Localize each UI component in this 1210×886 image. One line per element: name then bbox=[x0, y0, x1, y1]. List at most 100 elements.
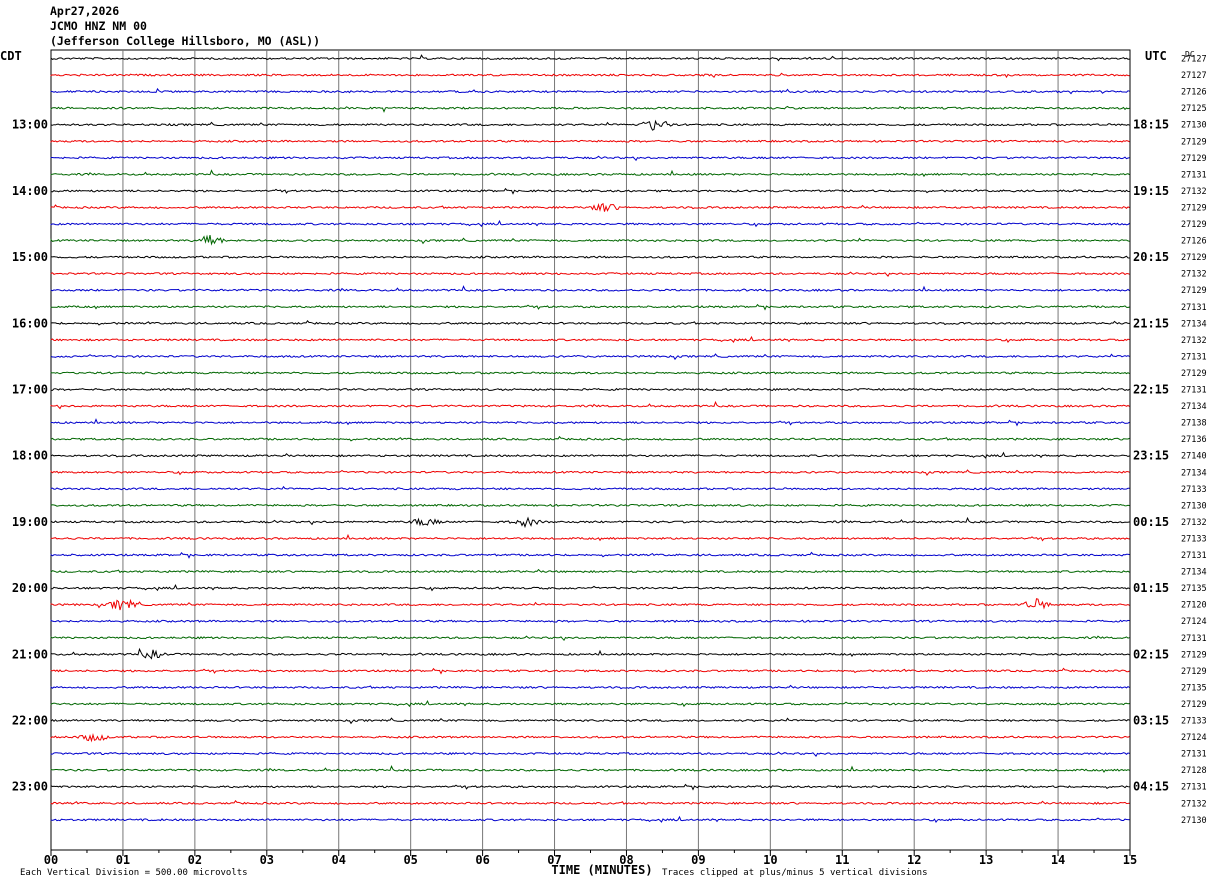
footer-clip-note: Traces clipped at plus/minus 5 vertical … bbox=[662, 868, 928, 878]
dc-offset-label: 27129 bbox=[1181, 137, 1207, 147]
dc-offset-label: 27127 bbox=[1181, 71, 1207, 81]
dc-column-label: DC bbox=[1185, 50, 1195, 59]
left-hour-label: 16:00 bbox=[12, 316, 48, 330]
right-hour-label: 19:15 bbox=[1133, 184, 1169, 198]
header-station: JCMO HNZ NM 00 bbox=[50, 19, 147, 33]
dc-offset-label: 27124 bbox=[1181, 733, 1207, 743]
dc-offset-label: 27128 bbox=[1181, 766, 1207, 776]
left-hour-label: 22:00 bbox=[12, 714, 48, 728]
trace-36 bbox=[50, 635, 1130, 642]
dc-offset-label: 27134 bbox=[1181, 402, 1207, 412]
dc-offset-label: 27131 bbox=[1181, 303, 1207, 313]
right-hour-label: 04:15 bbox=[1133, 780, 1169, 794]
x-tick-label: 09 bbox=[691, 853, 705, 867]
trace-24 bbox=[50, 435, 1130, 442]
trace-27 bbox=[50, 485, 1130, 491]
trace-39 bbox=[50, 684, 1130, 690]
dc-offset-label: 27133 bbox=[1181, 534, 1207, 544]
dc-offset-label: 27131 bbox=[1181, 386, 1207, 396]
dc-offset-label: 27134 bbox=[1181, 568, 1207, 578]
x-tick-label: 04 bbox=[332, 853, 346, 867]
trace-30 bbox=[50, 533, 1130, 542]
trace-40 bbox=[50, 699, 1130, 708]
trace-7 bbox=[50, 155, 1130, 162]
trace-29 bbox=[50, 516, 1130, 529]
dc-offset-label: 27138 bbox=[1181, 419, 1207, 429]
dc-offset-label: 27131 bbox=[1181, 170, 1207, 180]
trace-26 bbox=[50, 469, 1130, 477]
x-tick-label: 14 bbox=[1051, 853, 1065, 867]
dc-offset-label: 27131 bbox=[1181, 634, 1207, 644]
x-tick-label: 07 bbox=[547, 853, 561, 867]
dc-offset-label: 27127 bbox=[1181, 55, 1207, 65]
header-date: Apr27,2026 bbox=[50, 4, 120, 18]
left-hour-label: 14:00 bbox=[12, 184, 48, 198]
x-tick-label: 10 bbox=[763, 853, 777, 867]
trace-35 bbox=[50, 619, 1130, 623]
dc-offset-label: 27129 bbox=[1181, 667, 1207, 677]
dc-offset-label: 27132 bbox=[1181, 799, 1207, 809]
dc-offset-label: 27133 bbox=[1181, 485, 1207, 495]
trace-19 bbox=[50, 353, 1130, 361]
right-hour-label: 20:15 bbox=[1133, 250, 1169, 264]
dc-offset-label: 27135 bbox=[1181, 584, 1207, 594]
dc-offset-label: 27129 bbox=[1181, 286, 1207, 296]
dc-offset-label: 27130 bbox=[1181, 816, 1207, 826]
left-hour-label: 23:00 bbox=[12, 780, 48, 794]
right-axis-label: UTC bbox=[1145, 49, 1167, 63]
dc-offset-label: 27129 bbox=[1181, 154, 1207, 164]
dc-offset-label: 27129 bbox=[1181, 700, 1207, 710]
dc-offset-label: 27126 bbox=[1181, 88, 1207, 98]
dc-offset-label: 27126 bbox=[1181, 237, 1207, 247]
left-axis-label: CDT bbox=[0, 49, 22, 63]
left-hour-label: 19:00 bbox=[12, 515, 48, 529]
x-axis-title: TIME (MINUTES) bbox=[551, 863, 652, 877]
dc-offset-label: 27134 bbox=[1181, 468, 1207, 478]
dc-offset-label: 27132 bbox=[1181, 187, 1207, 197]
dc-offset-label: 27120 bbox=[1181, 601, 1207, 611]
right-hour-label: 01:15 bbox=[1133, 581, 1169, 595]
left-hour-label: 15:00 bbox=[12, 250, 48, 264]
dc-offset-label: 27125 bbox=[1181, 104, 1207, 114]
x-tick-label: 06 bbox=[475, 853, 489, 867]
dc-offset-label: 27129 bbox=[1181, 220, 1207, 230]
trace-38 bbox=[50, 667, 1130, 675]
trace-21 bbox=[50, 387, 1130, 392]
trace-28 bbox=[50, 503, 1130, 507]
trace-33 bbox=[50, 584, 1130, 592]
x-tick-label: 13 bbox=[979, 853, 993, 867]
right-hour-label: 22:15 bbox=[1133, 383, 1169, 397]
trace-2 bbox=[50, 72, 1130, 79]
trace-11 bbox=[50, 219, 1130, 228]
trace-1 bbox=[50, 54, 1130, 62]
right-hour-label: 21:15 bbox=[1133, 316, 1169, 330]
trace-9 bbox=[50, 187, 1130, 195]
trace-32 bbox=[50, 568, 1130, 574]
trace-8 bbox=[50, 169, 1130, 178]
dc-offset-label: 27124 bbox=[1181, 617, 1207, 627]
trace-17 bbox=[50, 319, 1130, 326]
dc-offset-label: 27131 bbox=[1181, 551, 1207, 561]
trace-31 bbox=[50, 551, 1130, 559]
trace-5 bbox=[50, 119, 1130, 131]
trace-4 bbox=[50, 105, 1130, 113]
trace-14 bbox=[50, 271, 1130, 277]
trace-13 bbox=[50, 255, 1130, 259]
trace-23 bbox=[50, 418, 1130, 427]
trace-25 bbox=[50, 451, 1130, 459]
trace-47 bbox=[50, 815, 1130, 824]
left-hour-label: 13:00 bbox=[12, 118, 48, 132]
x-tick-label: 02 bbox=[188, 853, 202, 867]
x-tick-label: 01 bbox=[116, 853, 130, 867]
trace-34 bbox=[50, 598, 1130, 611]
trace-45 bbox=[50, 783, 1130, 791]
x-tick-label: 03 bbox=[260, 853, 274, 867]
dc-offset-label: 27131 bbox=[1181, 352, 1207, 362]
trace-20 bbox=[50, 371, 1130, 375]
right-hour-label: 02:15 bbox=[1133, 647, 1169, 661]
dc-offset-label: 27134 bbox=[1181, 319, 1207, 329]
dc-offset-label: 27136 bbox=[1181, 435, 1207, 445]
footer-scale-note: Each Vertical Division = 500.00 microvol… bbox=[20, 868, 248, 878]
left-hour-label: 17:00 bbox=[12, 383, 48, 397]
